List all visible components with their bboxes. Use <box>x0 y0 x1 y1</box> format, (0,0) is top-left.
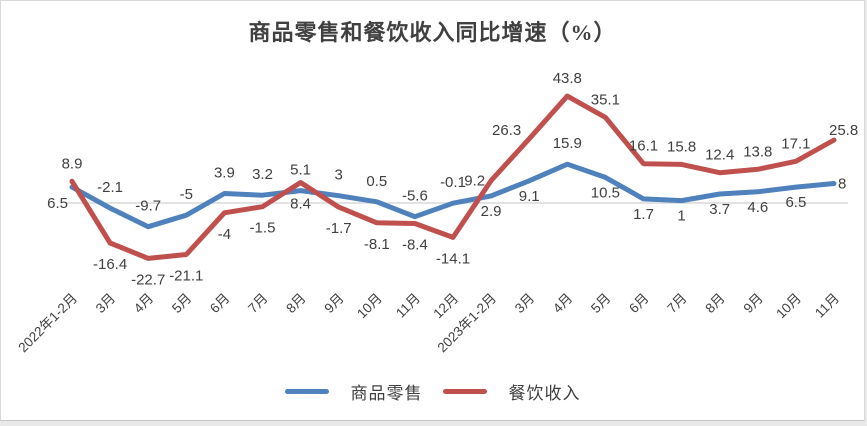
data-point-label: 43.8 <box>553 70 582 87</box>
x-axis-category-label: 8月 <box>702 291 727 316</box>
x-axis-category-label: 8月 <box>283 291 308 316</box>
data-point-label: 5.1 <box>290 162 311 179</box>
data-point-label: 9.1 <box>519 188 540 205</box>
data-point-label: -0.1 <box>440 174 466 191</box>
x-axis-category-label: 11月 <box>812 291 842 321</box>
x-axis-category-label: 4月 <box>550 291 575 316</box>
data-point-label: 15.8 <box>667 138 696 155</box>
x-axis-category-label: 10月 <box>354 291 385 322</box>
data-point-label: 6.5 <box>785 194 806 211</box>
data-point-label: 3.7 <box>709 201 730 218</box>
series-line-retail <box>69 161 837 230</box>
data-point-label: -16.4 <box>93 256 127 273</box>
x-axis-category-label: 7月 <box>664 291 689 316</box>
data-point-label: 17.1 <box>781 135 810 152</box>
data-point-label: 3.2 <box>252 166 273 183</box>
data-point-label: -5.6 <box>402 188 428 205</box>
x-axis-category-label: 9月 <box>321 291 346 316</box>
legend-item-catering: 餐饮收入 <box>442 379 581 404</box>
legend-label-catering: 餐饮收入 <box>508 384 581 403</box>
x-axis-category-label: 4月 <box>131 291 156 316</box>
chart-title: 商品零售和餐饮收入同比增速（%） <box>248 20 617 45</box>
data-point-label: 4.6 <box>747 199 768 216</box>
data-point-label: -8.1 <box>364 236 390 253</box>
data-point-label: -14.1 <box>436 250 470 267</box>
data-point-label: -2.1 <box>97 179 123 196</box>
x-axis-category-label: 6月 <box>207 291 232 316</box>
x-axis-category-label: 7月 <box>245 291 270 316</box>
data-point-label: -1.5 <box>250 220 276 237</box>
data-point-label: 1 <box>677 208 685 225</box>
legend-item-retail: 商品零售 <box>284 379 423 404</box>
data-point-label: -8.4 <box>402 237 428 254</box>
data-point-label: 15.9 <box>553 135 582 152</box>
x-axis-category-label: 5月 <box>588 291 613 316</box>
data-point-label: -9.7 <box>135 198 161 215</box>
x-axis-category-label: 2022年1-2月 <box>15 291 80 356</box>
x-axis-category-label: 11月 <box>393 291 423 321</box>
x-axis-category-label: 3月 <box>512 291 537 316</box>
x-axis-category-label: 10月 <box>773 291 804 322</box>
data-point-label: 16.1 <box>629 138 658 155</box>
data-point-label: 2.9 <box>481 203 502 220</box>
x-axis-category-label: 12月 <box>430 291 461 322</box>
data-point-label: -22.7 <box>131 271 165 288</box>
data-point-label: 25.8 <box>829 122 858 139</box>
series-line-catering <box>69 93 837 261</box>
data-point-label: 0.5 <box>366 173 387 190</box>
data-point-label: 3.9 <box>214 165 235 182</box>
data-point-label: -1.7 <box>326 220 352 237</box>
data-point-label: 35.1 <box>591 91 620 108</box>
data-point-label: 8.9 <box>62 155 83 172</box>
data-point-label: 26.3 <box>492 122 521 139</box>
data-point-label: -5 <box>180 186 193 203</box>
data-point-label: -4 <box>218 226 231 243</box>
data-point-label: -21.1 <box>169 268 203 285</box>
data-point-label: 10.5 <box>591 184 620 201</box>
legend: 商品零售 餐饮收入 <box>1 379 864 404</box>
legend-swatch-retail-line <box>284 389 329 394</box>
data-point-label: 1.7 <box>633 206 654 223</box>
data-point-label: 3 <box>335 167 343 184</box>
x-axis-category-label: 9月 <box>740 291 765 316</box>
legend-label-retail: 商品零售 <box>350 384 423 403</box>
legend-swatch-catering-line <box>442 389 487 394</box>
x-axis-category-label: 3月 <box>93 291 118 316</box>
data-point-label: 6.5 <box>47 195 68 212</box>
data-point-label: 12.4 <box>705 147 734 164</box>
data-point-label: 9.2 <box>464 173 485 190</box>
x-axis-category-label: 6月 <box>626 291 651 316</box>
data-point-label: 8 <box>838 176 846 193</box>
data-point-label: 13.8 <box>743 143 772 160</box>
x-axis-category-label: 5月 <box>169 291 194 316</box>
data-point-label: 8.4 <box>290 196 311 213</box>
